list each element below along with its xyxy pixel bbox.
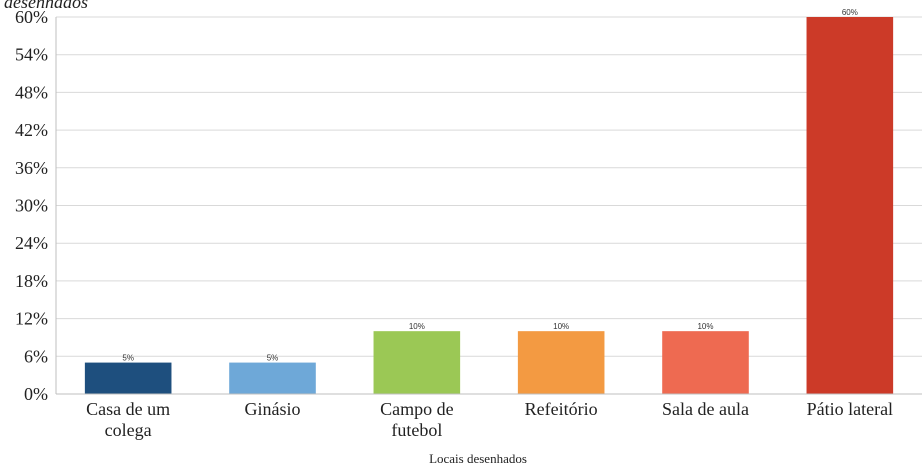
x-tick-label-line: Casa de um — [86, 399, 170, 419]
x-tick-label: Casa de um colega — [86, 399, 170, 440]
x-tick-label: Pátio lateral — [807, 399, 893, 419]
x-tick-label-line: Refeitório — [525, 399, 598, 419]
y-tick-label: 42% — [15, 120, 48, 140]
x-tick-label-line: Ginásio — [245, 399, 301, 419]
x-tick-label: Ginásio — [245, 399, 301, 419]
x-tick-label: Refeitório — [525, 399, 598, 419]
bar — [373, 331, 461, 394]
x-axis-label: Locais desenhados — [429, 451, 527, 466]
x-tick-label: Sala de aula — [662, 399, 749, 419]
y-tick-label: 6% — [24, 346, 48, 366]
x-tick-label-line: Pátio lateral — [807, 399, 893, 419]
data-label: 5% — [122, 354, 134, 363]
x-tick-label: Campo de futebol — [380, 399, 454, 440]
data-label: 5% — [267, 354, 279, 363]
y-tick-label: 18% — [15, 271, 48, 291]
y-tick-label: 30% — [15, 196, 48, 216]
x-axis: Casa de um colega Ginásio Campo de futebol Re… — [56, 393, 922, 440]
bar — [84, 362, 172, 394]
bars: 5% 5% 10% 10% 10% 60% — [84, 8, 894, 394]
data-label: 10% — [409, 322, 425, 331]
bar — [662, 331, 749, 394]
y-axis: 0% 6% 12% 18% 24% 30% 36% 42% 48% 54% 60% — [15, 7, 57, 404]
x-tick-label-line: futebol — [391, 420, 442, 440]
data-label: 60% — [842, 8, 858, 17]
y-tick-label: 24% — [15, 233, 48, 253]
x-tick-label-line: colega — [105, 420, 152, 440]
data-label: 10% — [697, 322, 713, 331]
y-tick-label: 36% — [15, 158, 48, 178]
y-tick-label: 60% — [15, 7, 48, 27]
x-tick-label-line: Sala de aula — [662, 399, 749, 419]
data-label: 10% — [553, 322, 569, 331]
y-tick-label: 12% — [15, 309, 48, 329]
bar — [517, 331, 605, 394]
chart-title-fragment: desenhados — [4, 0, 88, 12]
bar — [806, 17, 894, 394]
gridlines — [56, 16, 922, 395]
x-tick-label-line: Campo de — [380, 399, 454, 419]
bar — [229, 362, 316, 394]
y-tick-label: 0% — [24, 384, 48, 404]
y-tick-label: 54% — [15, 45, 48, 65]
y-tick-label: 48% — [15, 82, 48, 102]
